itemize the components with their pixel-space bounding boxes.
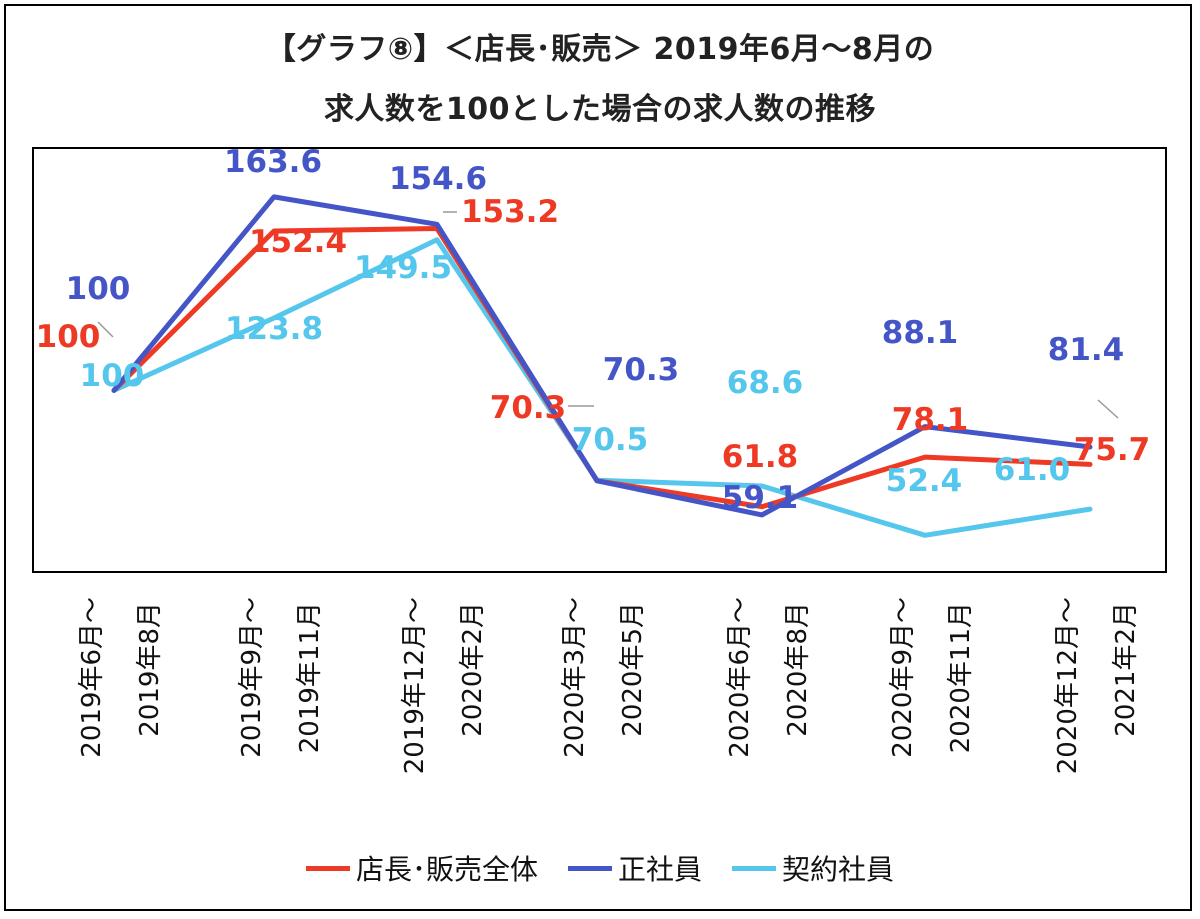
data-label-contract-4: 68.6: [727, 365, 804, 401]
legend-label-regular: 正社員: [617, 853, 702, 886]
x-tick-label: 2020年11月: [946, 602, 976, 753]
legend-label-contract: 契約社員: [782, 853, 895, 886]
data-label-contract-1: 123.8: [225, 311, 323, 347]
legend-swatch-contract: [732, 865, 776, 871]
x-tick-label: 2019年6月～: [77, 597, 107, 758]
x-tick-label: 2020年9月～: [888, 597, 918, 758]
data-label-regular-0: 100: [66, 271, 131, 307]
x-tick-label: 2019年9月～: [237, 597, 267, 758]
x-tick-label: 2019年11月: [295, 602, 325, 753]
legend-label-manager: 店長･販売全体: [355, 853, 538, 886]
legend: 店長･販売全体 正社員 契約社員: [0, 848, 1200, 888]
x-tick-label: 2019年12月～: [400, 597, 430, 774]
data-label-manager-1: 152.4: [249, 224, 347, 260]
data-label-contract-3: 70.5: [572, 422, 649, 458]
legend-item-regular: 正社員: [567, 848, 702, 888]
data-label-manager-0: 100: [36, 319, 101, 355]
legend-item-contract: 契約社員: [732, 848, 894, 888]
x-tick-label: 2020年8月: [783, 602, 813, 737]
legend-swatch-manager: [305, 865, 350, 871]
data-label-regular-6: 81.4: [1048, 332, 1125, 368]
x-tick-label: 2019年8月: [135, 602, 165, 737]
x-tick-label: 2020年5月: [618, 602, 648, 737]
data-label-manager-2: 153.2: [461, 194, 559, 230]
data-label-regular-1: 163.6: [224, 144, 322, 180]
label-leader-line: [1097, 399, 1119, 419]
legend-swatch-regular: [567, 865, 612, 871]
data-label-contract-2: 149.5: [354, 250, 452, 286]
data-label-manager-5: 78.1: [892, 402, 969, 438]
chart-subtitle: 求人数を100とした場合の求人数の推移: [323, 92, 877, 127]
data-label-manager-6: 75.7: [1074, 432, 1151, 468]
data-label-contract-5: 52.4: [886, 463, 963, 499]
x-tick-label: 2020年2月: [458, 602, 488, 737]
data-label-manager-4: 61.8: [722, 439, 799, 475]
x-tick-label: 2020年6月～: [725, 597, 755, 758]
chart-title: 【グラフ⑧】＜店長･販売＞ 2019年6月～8月の: [265, 32, 935, 67]
x-tick-label: 2021年2月: [1111, 602, 1141, 737]
data-label-contract-6: 61.0: [994, 452, 1071, 488]
data-label-manager-3: 70.3: [490, 390, 567, 426]
legend-item-manager: 店長･販売全体: [305, 848, 538, 888]
data-label-regular-2: 154.6: [389, 161, 487, 197]
data-label-regular-4: 59.1: [722, 480, 799, 516]
plot-area: [32, 147, 1167, 573]
x-tick-label: 2020年12月～: [1053, 597, 1083, 774]
label-leader-line: [97, 321, 114, 338]
chart-frame: [4, 4, 1192, 911]
data-label-regular-5: 88.1: [882, 315, 959, 351]
data-label-regular-3: 70.3: [603, 352, 680, 388]
data-label-contract-0: 100: [80, 358, 145, 394]
x-tick-label: 2020年3月～: [560, 597, 590, 758]
